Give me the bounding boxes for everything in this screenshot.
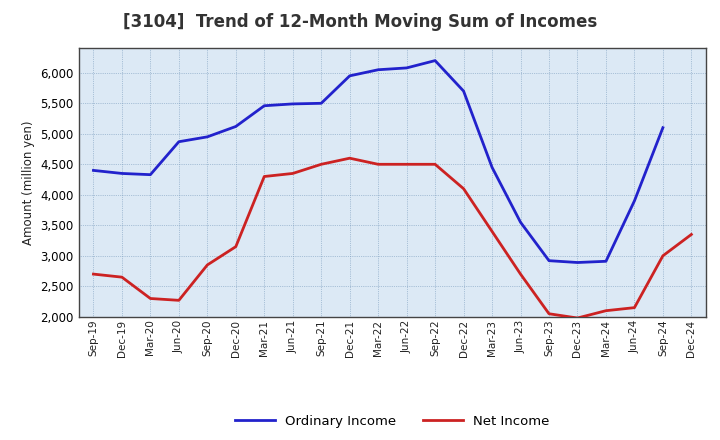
Net Income [687,232,696,237]
Ordinary Income [260,103,269,108]
Net Income [659,253,667,258]
Net Income [487,229,496,234]
Net Income [174,298,183,303]
Net Income [346,156,354,161]
Net Income [317,161,325,167]
Ordinary Income [346,73,354,78]
Ordinary Income [602,259,611,264]
Net Income [602,308,611,313]
Net Income [630,305,639,310]
Net Income [431,161,439,167]
Net Income [459,186,468,191]
Y-axis label: Amount (million yen): Amount (million yen) [22,121,35,245]
Ordinary Income [630,198,639,204]
Ordinary Income [289,101,297,106]
Net Income [203,262,212,268]
Text: [3104]  Trend of 12-Month Moving Sum of Incomes: [3104] Trend of 12-Month Moving Sum of I… [123,13,597,31]
Ordinary Income [487,165,496,170]
Ordinary Income [232,124,240,129]
Line: Ordinary Income: Ordinary Income [94,61,663,263]
Ordinary Income [374,67,382,73]
Ordinary Income [89,168,98,173]
Ordinary Income [573,260,582,265]
Ordinary Income [317,101,325,106]
Net Income [117,275,126,280]
Ordinary Income [459,88,468,94]
Net Income [545,311,554,316]
Net Income [374,161,382,167]
Net Income [402,161,411,167]
Net Income [89,271,98,277]
Ordinary Income [117,171,126,176]
Ordinary Income [545,258,554,263]
Ordinary Income [402,65,411,70]
Legend: Ordinary Income, Net Income: Ordinary Income, Net Income [230,409,555,433]
Net Income [516,271,525,277]
Net Income [146,296,155,301]
Ordinary Income [659,125,667,130]
Ordinary Income [431,58,439,63]
Ordinary Income [203,134,212,139]
Net Income [260,174,269,179]
Net Income [289,171,297,176]
Line: Net Income: Net Income [94,158,691,318]
Net Income [232,244,240,249]
Ordinary Income [516,220,525,225]
Net Income [573,315,582,321]
Ordinary Income [146,172,155,177]
Ordinary Income [174,139,183,144]
